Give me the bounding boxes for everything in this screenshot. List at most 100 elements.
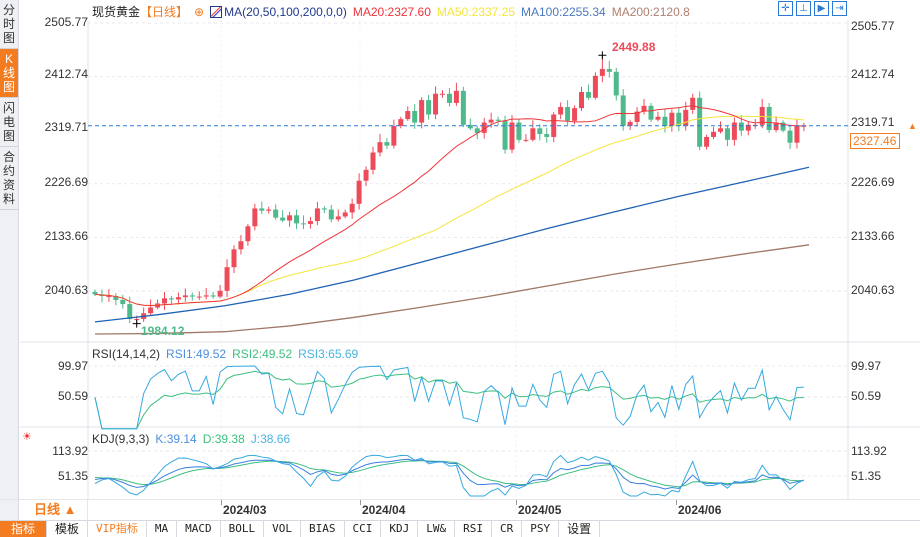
candle — [294, 215, 300, 224]
candle — [523, 139, 529, 141]
kline-chart[interactable] — [0, 0, 920, 500]
candle — [579, 92, 584, 109]
settings-button[interactable]: 设置 — [559, 521, 601, 537]
tab-contract-info[interactable]: 合约资料 — [0, 147, 18, 210]
candle — [446, 93, 452, 103]
tab-timeshare[interactable]: 分时图 — [0, 0, 18, 49]
price-axis-label-right: 2505.77 — [851, 19, 895, 33]
candle — [641, 105, 647, 112]
candle — [391, 126, 397, 146]
candle — [495, 119, 501, 121]
kdj-label: KDJ(9,3,3) — [92, 432, 150, 446]
price-axis-label: 2133.66 — [44, 229, 88, 243]
scroll-up-icon[interactable]: ▲ — [908, 121, 917, 131]
template-button[interactable]: 模板 — [47, 521, 89, 537]
price-axis-label: 2226.69 — [44, 175, 88, 189]
candle — [460, 90, 466, 125]
cci-button[interactable]: CCI — [345, 521, 382, 537]
macd-button[interactable]: MACD — [177, 521, 221, 537]
boll-button[interactable]: BOLL — [221, 521, 265, 537]
rsi2-value: RSI2:49.52 — [232, 347, 293, 361]
candle — [210, 295, 216, 297]
candle — [106, 295, 112, 297]
candle — [711, 131, 717, 137]
candle — [453, 90, 459, 103]
candle — [558, 106, 564, 115]
candle — [565, 106, 571, 121]
ma-settings-icon[interactable] — [210, 5, 223, 18]
kdj-j-line — [94, 454, 805, 497]
candle — [516, 122, 522, 140]
candle — [731, 122, 737, 140]
rsi-axis-label: 50.59 — [57, 389, 88, 403]
candle — [335, 216, 341, 220]
candle — [259, 208, 265, 211]
candle — [148, 307, 154, 314]
min-marker-icon — [132, 319, 141, 328]
candle — [662, 116, 668, 127]
candle — [342, 212, 348, 217]
candle — [287, 215, 293, 221]
date-label: 2024/04 — [362, 503, 406, 517]
candle — [162, 298, 167, 304]
bias-button[interactable]: BIAS — [301, 521, 345, 537]
indicator-button[interactable]: 指标 — [0, 521, 48, 537]
candle — [426, 100, 432, 115]
candle — [481, 122, 487, 133]
ma200-line — [94, 244, 810, 335]
candle — [217, 290, 223, 297]
cr-button[interactable]: CR — [492, 521, 523, 537]
ma-label: MA(20,50,100,200,0,0) — [224, 4, 347, 19]
jump-end-icon[interactable]: ⇥ — [832, 1, 847, 16]
kdj-j-value: J:38.66 — [250, 432, 291, 446]
candle — [502, 120, 508, 150]
rsi-button[interactable]: RSI — [455, 521, 493, 537]
candle — [92, 291, 98, 295]
tab-flash-chart[interactable]: 闪电图 — [0, 98, 18, 147]
kdj-axis-label: 51.35 — [57, 469, 88, 483]
price-axis-label: 2412.74 — [44, 67, 88, 81]
range-icon[interactable]: ⊥ — [796, 1, 811, 16]
period-button[interactable]: 日线 ▲ — [20, 500, 88, 520]
price-axis-label-right: 2133.66 — [851, 229, 895, 243]
candle — [321, 208, 327, 210]
date-axis: 日线 ▲ 2024/03 2024/04 2024/05 2024/06 — [0, 499, 920, 520]
candle — [224, 267, 230, 291]
rsi3-line — [94, 365, 804, 430]
ma-button[interactable]: MA — [147, 521, 178, 537]
vol-button[interactable]: VOL — [264, 521, 302, 537]
ma200-value: MA200:2120.8 — [611, 4, 690, 19]
rsi-axis-label: 99.97 — [57, 359, 88, 373]
crosshair-icon[interactable]: ✛ — [778, 1, 793, 16]
candle — [745, 124, 751, 131]
candle — [120, 300, 126, 305]
price-axis-label-right: 2412.74 — [851, 67, 895, 81]
lw-button[interactable]: LW& — [418, 521, 456, 537]
price-axis-label: 2040.63 — [44, 283, 88, 297]
add-icon[interactable]: ⊕ — [194, 4, 205, 19]
candle — [488, 119, 494, 123]
candle — [252, 208, 258, 227]
max-marker-icon — [598, 51, 607, 60]
candle — [307, 221, 313, 224]
kdj-button[interactable]: KDJ — [381, 521, 419, 537]
candle — [655, 116, 661, 120]
candle — [773, 122, 779, 131]
kdj-axis-label-right: 51.35 — [851, 469, 882, 483]
play-icon[interactable]: ▶ — [814, 1, 829, 16]
candle — [627, 121, 633, 127]
ma50-value: MA50:2337.25 — [436, 4, 515, 19]
ma20-line — [94, 105, 804, 306]
candle — [189, 295, 195, 297]
candle — [328, 209, 334, 220]
candle — [182, 295, 188, 298]
max-price-label: 2449.88 — [612, 40, 656, 54]
candle — [509, 122, 515, 150]
candle — [377, 142, 383, 153]
candle — [585, 92, 591, 98]
alert-icon[interactable]: ☀ — [22, 431, 32, 443]
psy-button[interactable]: PSY — [522, 521, 560, 537]
vip-indicator-button[interactable]: VIP指标 — [88, 521, 147, 537]
kdj-axis-label: 113.92 — [52, 444, 88, 458]
